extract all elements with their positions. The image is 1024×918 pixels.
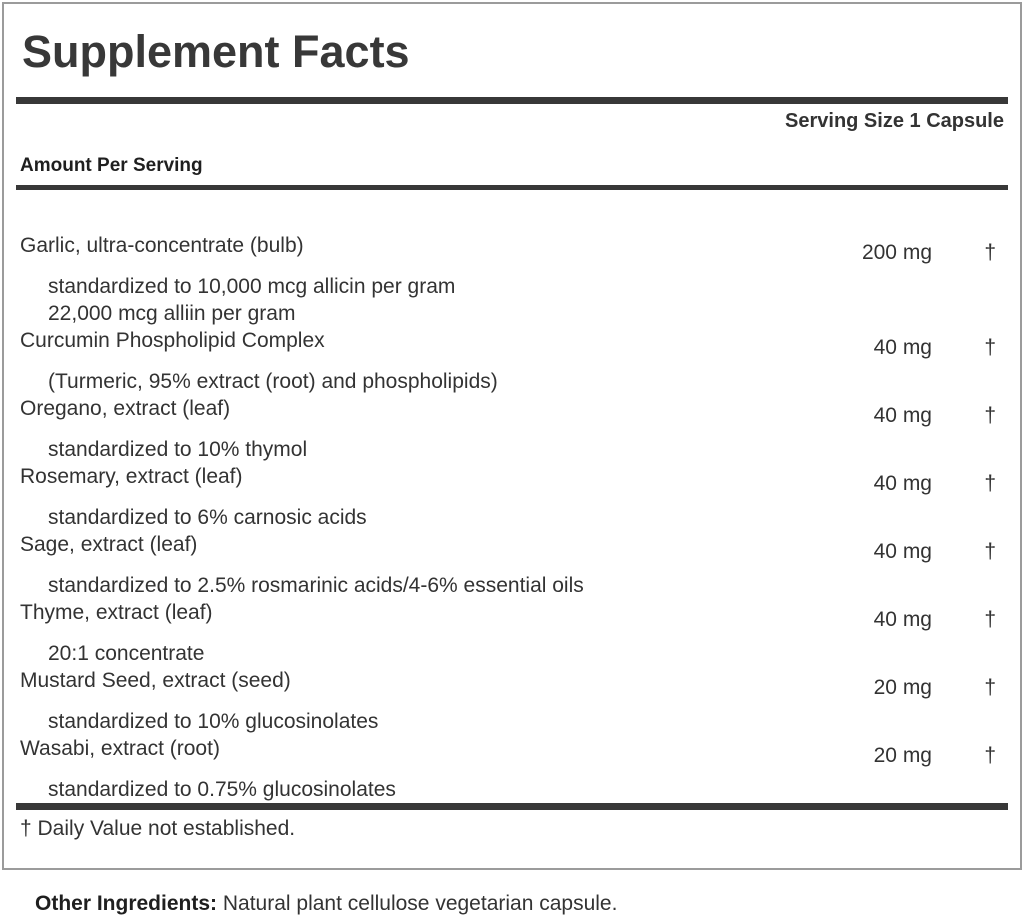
ingredient-amount: 20 mg [873, 676, 932, 699]
ingredient-amount: 40 mg [873, 608, 932, 631]
ingredient-details: (Turmeric, 95% extract (root) and phosph… [20, 368, 620, 395]
divider-medium [16, 185, 1008, 190]
ingredient-amount: 40 mg [873, 336, 932, 359]
daily-value-dagger: † [984, 540, 996, 563]
ingredient-name: Curcumin Phospholipid Complex [20, 329, 325, 352]
divider-thick-top [16, 97, 1008, 104]
daily-value-dagger: † [984, 336, 996, 359]
panel-title: Supplement Facts [22, 26, 410, 77]
ingredient-name: Garlic, ultra-concentrate (bulb) [20, 234, 304, 257]
ingredient-detail-line: (Turmeric, 95% extract (root) and phosph… [48, 370, 498, 393]
ingredient-name: Mustard Seed, extract (seed) [20, 669, 291, 692]
divider-thick-bottom [16, 803, 1008, 810]
ingredient-row: Garlic, ultra-concentrate (bulb) 200 mg … [20, 232, 1004, 327]
ingredient-amount: 40 mg [873, 472, 932, 495]
daily-value-dagger: † [984, 676, 996, 699]
daily-value-footnote: † Daily Value not established. [20, 817, 296, 840]
other-ingredients-label: Other Ingredients: [35, 892, 218, 915]
ingredient-detail-line: 22,000 mcg alliin per gram [48, 302, 296, 325]
daily-value-dagger: † [984, 608, 996, 631]
ingredient-amount: 40 mg [873, 404, 932, 427]
ingredient-name: Rosemary, extract (leaf) [20, 465, 243, 488]
ingredient-detail-line: standardized to 0.75% glucosinolates [48, 778, 396, 801]
other-ingredients: Other Ingredients: Natural plant cellulo… [35, 891, 617, 917]
ingredient-details: 20:1 concentrate [20, 640, 620, 667]
ingredient-detail-line: standardized to 10,000 mcg allicin per g… [48, 275, 456, 298]
ingredient-row: Thyme, extract (leaf) 40 mg † 20:1 conce… [20, 599, 1004, 667]
ingredient-details: standardized to 0.75% glucosinolates [20, 776, 620, 803]
ingredient-details: standardized to 2.5% rosmarinic acids/4-… [20, 572, 620, 599]
ingredient-row: Wasabi, extract (root) 20 mg † standardi… [20, 735, 1004, 803]
ingredient-row: Curcumin Phospholipid Complex 40 mg † (T… [20, 327, 1004, 395]
ingredient-detail-line: standardized to 10% glucosinolates [48, 710, 379, 733]
daily-value-dagger: † [984, 404, 996, 427]
daily-value-dagger: † [984, 472, 996, 495]
ingredient-detail-line: 20:1 concentrate [48, 642, 205, 665]
ingredient-name: Oregano, extract (leaf) [20, 397, 231, 420]
ingredient-details: standardized to 6% carnosic acids [20, 504, 620, 531]
ingredient-row: Rosemary, extract (leaf) 40 mg † standar… [20, 463, 1004, 531]
ingredient-details: standardized to 10,000 mcg allicin per g… [20, 273, 620, 327]
ingredient-amount: 20 mg [873, 744, 932, 767]
ingredient-row: Sage, extract (leaf) 40 mg † standardize… [20, 531, 1004, 599]
ingredient-detail-line: standardized to 2.5% rosmarinic acids/4-… [48, 574, 584, 597]
ingredient-details: standardized to 10% thymol [20, 436, 620, 463]
ingredient-row: Oregano, extract (leaf) 40 mg † standard… [20, 395, 1004, 463]
serving-size: Serving Size 1 Capsule [785, 110, 1004, 132]
other-ingredients-text: Natural plant cellulose vegetarian capsu… [222, 892, 618, 915]
supplement-facts-panel: Supplement Facts Serving Size 1 Capsule … [2, 2, 1022, 870]
ingredient-name: Wasabi, extract (root) [20, 737, 220, 760]
ingredient-detail-line: standardized to 6% carnosic acids [48, 506, 367, 529]
ingredient-details: standardized to 10% glucosinolates [20, 708, 620, 735]
daily-value-dagger: † [984, 744, 996, 767]
ingredient-rows: Garlic, ultra-concentrate (bulb) 200 mg … [20, 190, 1004, 803]
ingredient-name: Thyme, extract (leaf) [20, 601, 213, 624]
ingredient-name: Sage, extract (leaf) [20, 533, 198, 556]
daily-value-dagger: † [984, 241, 996, 264]
ingredient-row: Mustard Seed, extract (seed) 20 mg † sta… [20, 667, 1004, 735]
ingredient-detail-line: standardized to 10% thymol [48, 438, 308, 461]
ingredient-amount: 200 mg [861, 241, 932, 264]
amount-per-serving-header: Amount Per Serving [20, 155, 203, 176]
ingredient-amount: 40 mg [873, 540, 932, 563]
